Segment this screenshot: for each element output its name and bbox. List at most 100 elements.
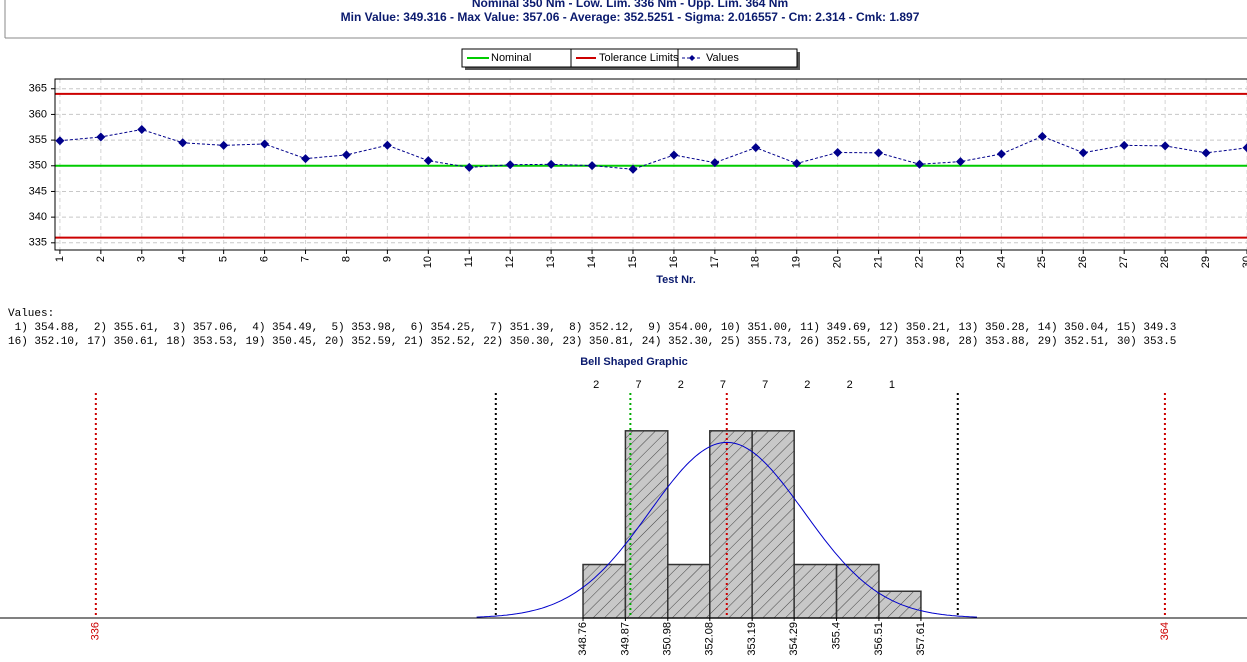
x-tick-label: 18 (750, 256, 762, 268)
data-point (915, 159, 925, 169)
data-point (423, 156, 433, 166)
x-tick-label: 28 (1159, 256, 1171, 268)
x-tick-label: 30 (1241, 256, 1247, 268)
data-point (341, 150, 351, 160)
x-tick-label: 6 (258, 256, 270, 262)
x-tick-label: 10 (422, 256, 434, 268)
x-tick-label: 9 (381, 256, 393, 262)
data-point (96, 132, 106, 142)
x-tick-label: 26 (1077, 256, 1089, 268)
histogram-bar (793, 563, 838, 619)
bin-edge-label: 348.76 (577, 622, 589, 656)
x-tick-label: 8 (340, 256, 352, 262)
bin-edge-label: 356.51 (873, 622, 885, 656)
plot-frame (54, 78, 1247, 251)
histogram-bar (624, 430, 669, 619)
histogram-bar (709, 430, 753, 619)
x-tick-label: 27 (1118, 256, 1130, 268)
chart-title: Bell Shaped Graphic (580, 356, 688, 368)
data-point (382, 140, 392, 150)
data-point (260, 139, 270, 149)
series-line (59, 129, 1247, 170)
count-label: 1 (889, 379, 895, 391)
x-tick-label: 15 (627, 256, 639, 268)
legend-swatch-marker (689, 55, 695, 61)
data-point (792, 158, 802, 168)
data-point (505, 160, 515, 170)
data-point (1037, 131, 1047, 141)
y-tick-label: 360 (29, 108, 47, 120)
legend-label: Nominal (491, 52, 531, 64)
y-tick-label: 345 (29, 185, 47, 197)
x-tick-label: 20 (832, 256, 844, 268)
limit-label: 336 (90, 622, 102, 640)
x-tick-label: 7 (299, 256, 311, 262)
count-label: 7 (762, 379, 768, 391)
x-tick-label: 2 (95, 256, 107, 262)
y-tick-label: 335 (29, 237, 47, 249)
data-point (751, 143, 761, 153)
x-tick-label: 17 (709, 256, 721, 268)
x-tick-label: 12 (504, 256, 516, 268)
data-point (996, 149, 1006, 159)
limit-label: 364 (1159, 622, 1171, 640)
data-point (1119, 140, 1129, 150)
count-label: 2 (804, 379, 810, 391)
values-line: 16) 352.10, 17) 350.61, 18) 353.53, 19) … (8, 336, 1176, 348)
legend-label: Values (706, 52, 739, 64)
data-point (628, 164, 638, 174)
header-line: Nominal 350 Nm - Low. Lim. 336 Nm - Upp.… (472, 0, 788, 10)
data-point (1078, 148, 1088, 158)
legend-entries: Nominal Tolerance Limits Values (467, 52, 739, 64)
x-tick-label: 25 (1036, 256, 1048, 268)
x-tick-label: 11 (463, 256, 475, 267)
x-tick-label: 19 (791, 256, 803, 268)
data-point (955, 157, 965, 167)
y-tick-label: 340 (29, 211, 47, 223)
count-label: 2 (593, 379, 599, 391)
data-point (1201, 148, 1211, 158)
bin-edge-label: 355.4 (830, 622, 842, 650)
histogram-bar (835, 563, 880, 619)
data-point (874, 148, 884, 158)
count-label: 7 (720, 379, 726, 391)
data-point (301, 154, 311, 164)
data-point (464, 162, 474, 172)
x-tick-label: 16 (668, 256, 680, 268)
x-tick-label: 13 (545, 256, 557, 268)
data-point (710, 158, 720, 168)
data-point (55, 136, 65, 146)
data-point (137, 125, 147, 135)
y-tick-label: 350 (29, 160, 47, 172)
normal-curve (476, 441, 978, 618)
plot-clip (55, 92, 1247, 239)
legend (461, 48, 798, 68)
x-tick-label: 5 (218, 256, 230, 262)
count-label: 2 (678, 379, 684, 391)
x-tick-label: 21 (872, 256, 884, 268)
values-heading: Values: (8, 308, 54, 320)
y-tick-label: 365 (29, 83, 47, 95)
data-point (1160, 141, 1170, 151)
data-point (833, 147, 843, 157)
data-point (1242, 143, 1247, 153)
header-line: Min Value: 349.316 - Max Value: 357.06 -… (341, 10, 920, 24)
values-line: 1) 354.88, 2) 355.61, 3) 357.06, 4) 354.… (8, 322, 1176, 334)
histogram-bar (751, 430, 795, 619)
x-tick-label: 1 (54, 256, 66, 262)
count-label: 7 (636, 379, 642, 391)
data-point (587, 161, 597, 171)
bin-edge-label: 353.19 (746, 622, 758, 656)
bin-edge-label: 354.29 (788, 622, 800, 656)
y-tick-label: 355 (29, 134, 47, 146)
x-tick-label: 22 (913, 256, 925, 268)
x-tick-label: 29 (1200, 256, 1212, 268)
data-point (219, 140, 229, 150)
data-point (178, 138, 188, 148)
bin-edge-label: 350.98 (662, 622, 674, 656)
histogram-bar (878, 590, 922, 619)
histogram-bar (582, 563, 627, 619)
x-tick-label: 4 (177, 256, 189, 262)
x-tick-label: 24 (995, 256, 1007, 268)
